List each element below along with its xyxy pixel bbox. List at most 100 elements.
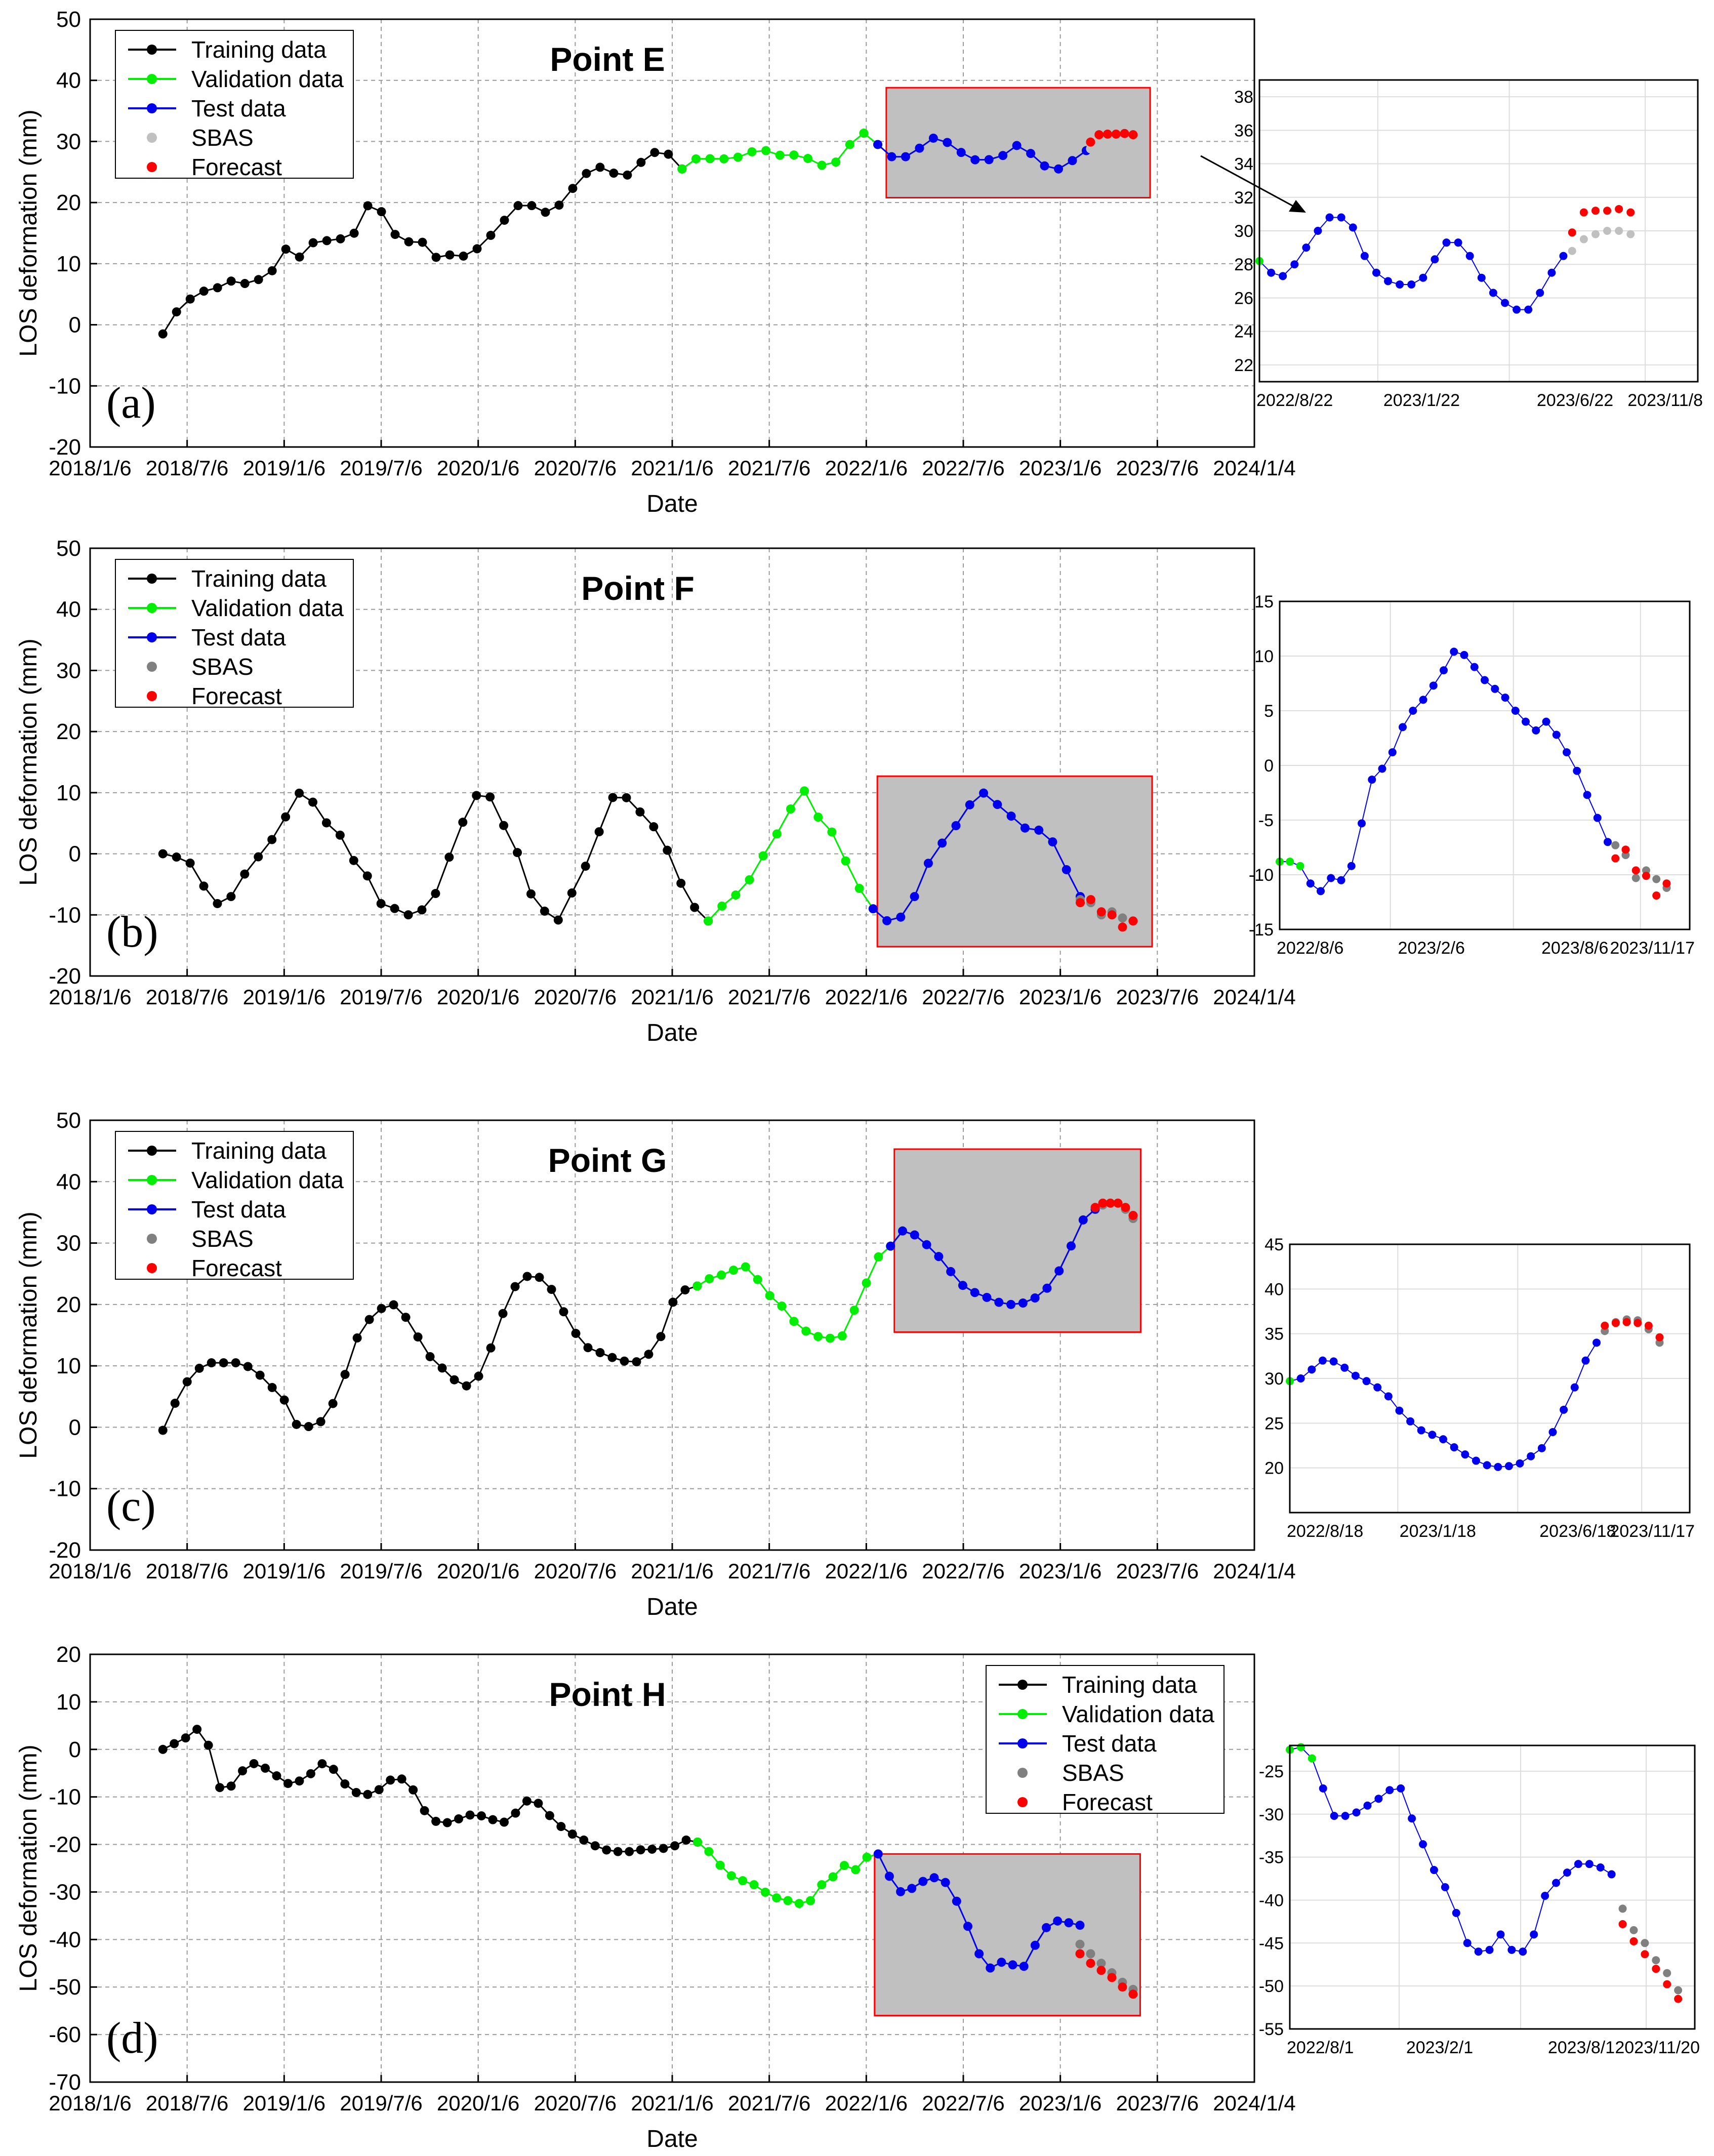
x-axis-label: Date [646, 1020, 698, 1046]
inset-data-point [1591, 207, 1600, 215]
x-tick-label: 2021/7/6 [728, 985, 811, 1009]
inset-data-point [1570, 1383, 1579, 1392]
inset-y-tick-label: 28 [1234, 255, 1253, 274]
inset-x-tick-label: 2023/2/6 [1398, 939, 1465, 958]
data-point [837, 1331, 847, 1341]
y-tick-label: 20 [56, 1642, 81, 1667]
x-tick-label: 2022/1/6 [825, 2091, 908, 2115]
series-line [697, 1841, 879, 1904]
inset-y-tick-label: -40 [1259, 1891, 1284, 1910]
data-point [677, 164, 687, 174]
data-point [1121, 1203, 1130, 1212]
data-point [761, 146, 771, 155]
data-point [636, 157, 646, 167]
x-tick-label: 2024/1/4 [1213, 456, 1296, 480]
data-point [747, 147, 757, 156]
inset-data-point [1472, 1456, 1480, 1465]
data-point [1096, 1966, 1106, 1975]
inset-y-tick-label: -15 [1249, 920, 1274, 940]
data-point [308, 238, 318, 248]
inset-y-tick-label: -55 [1259, 2020, 1284, 2039]
y-tick-label: -10 [49, 1785, 81, 1810]
data-point [941, 1878, 950, 1887]
data-point [910, 1230, 919, 1240]
data-point [813, 812, 823, 822]
inset-data-point [1642, 872, 1650, 880]
inset-series-forecast [1601, 1318, 1664, 1341]
legend-marker [147, 45, 157, 55]
data-point [431, 253, 441, 262]
data-point [377, 207, 386, 217]
data-point [364, 1315, 374, 1324]
data-point [390, 230, 400, 239]
data-point [783, 1896, 793, 1905]
inset-data-point [1663, 1969, 1671, 1977]
x-tick-label: 2021/7/6 [728, 456, 811, 480]
legend-item: Forecast [191, 1255, 282, 1281]
data-point [170, 1739, 179, 1748]
data-point [859, 129, 869, 138]
data-point [182, 1377, 192, 1387]
data-point [249, 1759, 259, 1768]
data-point [401, 1313, 411, 1322]
inset-data-point [1552, 730, 1561, 739]
y-tick-label: 30 [56, 129, 81, 154]
inset-series-test-data [1296, 1338, 1601, 1471]
y-tick-label: 0 [69, 1737, 81, 1762]
data-point [970, 1288, 980, 1297]
data-point [181, 1733, 190, 1743]
legend-item: Training data [191, 1137, 327, 1164]
x-tick-label: 2023/1/6 [1019, 985, 1102, 1009]
data-point [765, 1291, 774, 1300]
inset-gridlines [1259, 80, 1698, 382]
legend: Training data Validation data Test data SBA… [986, 1665, 1225, 1815]
y-tick-label: -60 [49, 2022, 81, 2047]
inset-series-line [1280, 651, 1608, 892]
data-point [545, 1811, 554, 1820]
legend-item: Test data [1062, 1730, 1157, 1757]
data-point [691, 154, 701, 164]
data-point [474, 1371, 483, 1381]
inset-x-tick-label: 2023/11/8 [1627, 391, 1703, 410]
data-point [472, 244, 482, 254]
inset-data-point [1563, 1868, 1571, 1877]
y-tick-label: 40 [56, 1169, 81, 1194]
data-point [240, 279, 250, 289]
inset-data-point [1496, 1930, 1505, 1939]
legend-marker [1017, 1768, 1028, 1778]
data-point [801, 1326, 811, 1336]
chart-title: Point F [581, 569, 695, 607]
x-tick-label: 2023/1/6 [1019, 1559, 1102, 1583]
data-point [1054, 164, 1064, 174]
arrow-head [1289, 200, 1306, 213]
data-point [609, 169, 619, 178]
inset-data-point [1351, 1371, 1360, 1380]
legend-box [115, 559, 354, 708]
data-point [622, 793, 631, 802]
x-tick-label: 2018/7/6 [146, 985, 229, 1009]
inset-data-point [1626, 230, 1635, 238]
inset-data-point [1296, 862, 1304, 870]
x-tick-label: 2020/7/6 [534, 1559, 617, 1583]
inset-data-point [1611, 841, 1620, 849]
series-training-data [158, 148, 687, 339]
inset-data-point [1629, 1937, 1638, 1945]
inset-x-tick-label: 2022/8/22 [1256, 391, 1333, 410]
y-tick-label: 40 [56, 68, 81, 93]
data-point [827, 827, 837, 837]
data-point [717, 901, 727, 911]
data-point [158, 1426, 168, 1435]
legend-marker [1017, 1709, 1028, 1719]
data-point [568, 184, 578, 193]
data-point [170, 1399, 180, 1408]
data-point [1107, 1973, 1117, 1982]
inset-data-point [1591, 230, 1600, 238]
y-tick-label: 30 [56, 658, 81, 683]
data-point [659, 1844, 668, 1853]
data-point [1030, 1293, 1040, 1303]
panel-c: -20 -10 0 10 20 30 40 50 2018/1/6 2018/7/6 2019/1/… [15, 1108, 1296, 1620]
data-point [705, 154, 715, 164]
data-point [595, 1348, 605, 1357]
data-point [794, 1899, 804, 1908]
legend-item: Validation data [1062, 1701, 1214, 1727]
